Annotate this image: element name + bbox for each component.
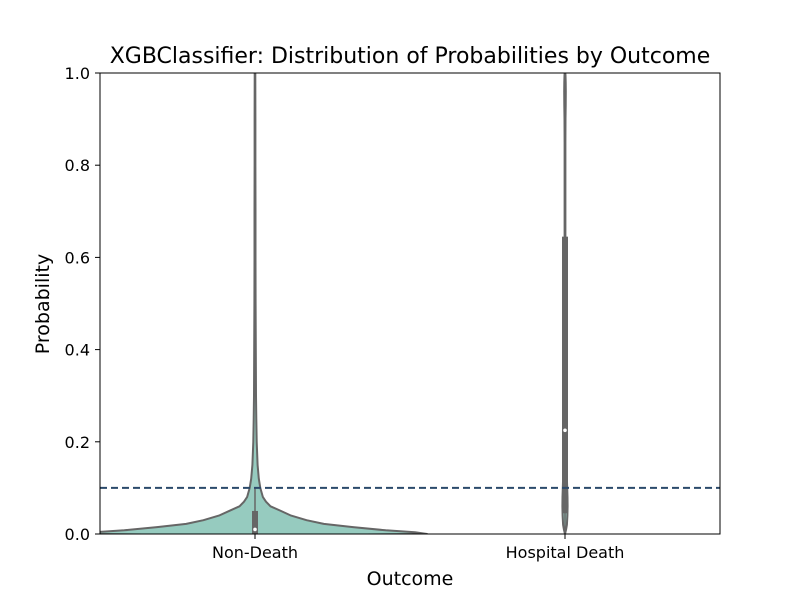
iqr-box [562, 236, 568, 514]
violins [100, 73, 569, 534]
y-axis: 0.0 0.2 0.4 0.6 0.8 1.0 [65, 64, 100, 544]
x-tick-label: Hospital Death [506, 543, 625, 562]
y-tick-label: 0.6 [65, 248, 90, 267]
y-tick-label: 1.0 [65, 64, 90, 83]
plot-area [100, 73, 720, 534]
y-tick-label: 0.2 [65, 433, 90, 452]
y-tick-label: 0.0 [65, 525, 90, 544]
x-axis-label: Outcome [367, 568, 454, 590]
violin-non-death [100, 73, 428, 534]
y-tick-label: 0.4 [65, 341, 90, 360]
iqr-box [252, 510, 258, 534]
median-dot [253, 527, 257, 532]
axes-frame [99, 72, 721, 535]
x-axis: Non-Death Hospital Death [212, 534, 624, 562]
chart-title: XGBClassifier: Distribution of Probabili… [110, 44, 711, 69]
x-tick-label: Non-Death [212, 543, 298, 562]
median-dot [563, 428, 567, 433]
y-axis-label: Probability [32, 254, 54, 354]
y-tick-label: 0.8 [65, 156, 90, 175]
